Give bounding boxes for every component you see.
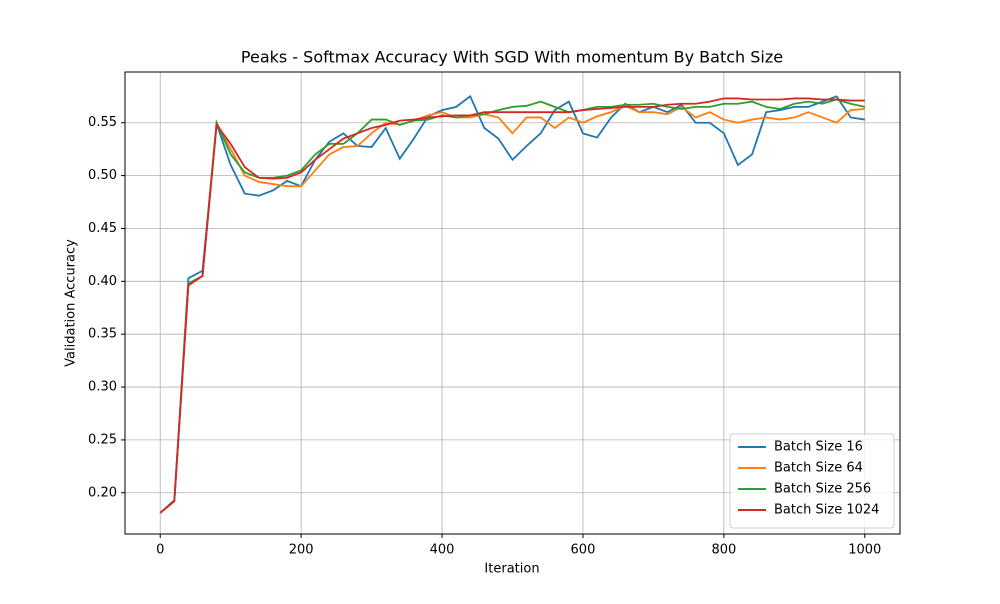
x-tick-label: 600 [571, 543, 596, 558]
x-tick-label: 0 [156, 543, 164, 558]
y-tick-label: 0.30 [88, 380, 117, 395]
line-series [159, 104, 865, 514]
y-tick-label: 0.40 [88, 274, 117, 289]
y-axis-label: Validation Accuracy [64, 239, 79, 367]
legend-label: Batch Size 256 [774, 482, 871, 497]
line-series [159, 98, 865, 514]
y-tick-label: 0.50 [88, 168, 117, 183]
y-tick-label: 0.55 [88, 115, 117, 130]
legend-label: Batch Size 16 [774, 440, 863, 455]
x-tick-label: 400 [430, 543, 455, 558]
legend-label: Batch Size 64 [774, 461, 863, 476]
line-series [159, 94, 865, 514]
x-tick-label: 1000 [848, 543, 881, 558]
x-tick-label: 200 [289, 543, 314, 558]
x-tick-label: 800 [711, 543, 736, 558]
plot-frame [124, 71, 901, 535]
legend-label: Batch Size 1024 [774, 503, 879, 518]
y-tick-label: 0.45 [88, 221, 117, 236]
y-tick-label: 0.35 [88, 327, 117, 342]
chart-title: Peaks - Softmax Accuracy With SGD With m… [241, 48, 783, 67]
y-tick-label: 0.25 [88, 432, 117, 447]
x-axis-label: Iteration [484, 562, 539, 577]
legend-box [729, 433, 895, 529]
y-tick-label: 0.20 [88, 485, 117, 500]
line-series [159, 97, 865, 514]
